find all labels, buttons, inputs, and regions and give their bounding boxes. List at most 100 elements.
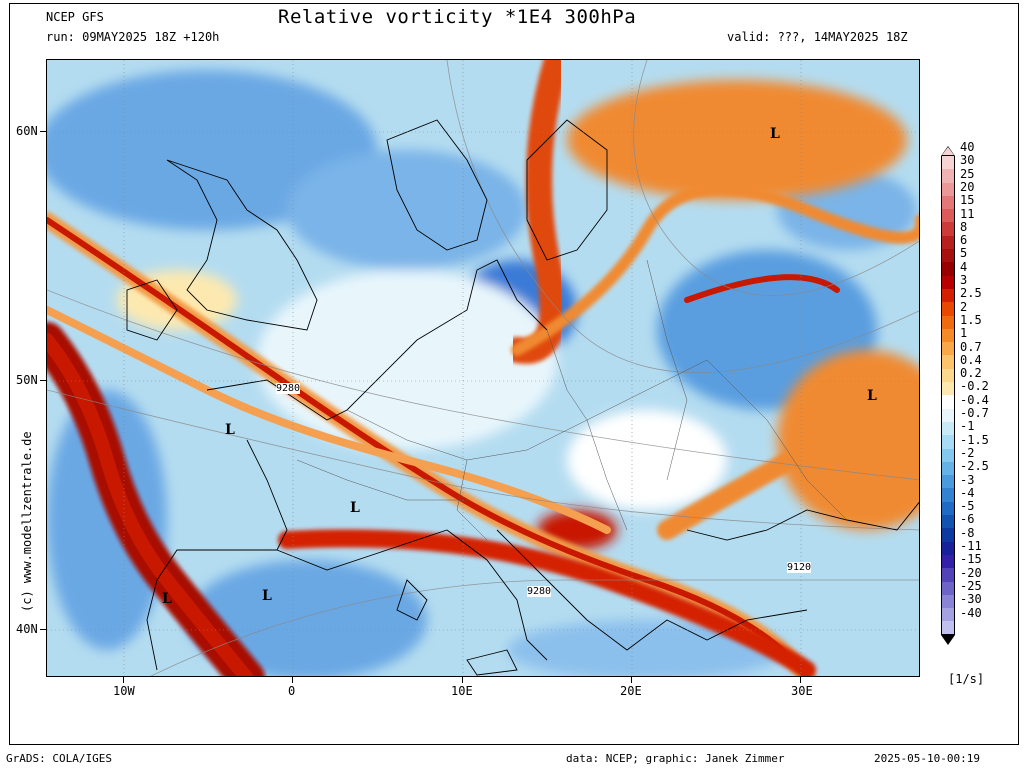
lon-label: 10E [451,684,473,698]
colorbar-bottom-arrow [941,634,955,645]
footer-center: data: NCEP; graphic: Janek Zimmer [566,752,785,765]
colorbar-cell [941,501,955,516]
colorbar [941,146,955,645]
colorbar-label: 0.2 [960,366,982,381]
lat-tick [40,380,46,381]
colorbar-cell [941,355,955,369]
colorbar-top-arrow [941,146,955,156]
contour-label: 9120 [787,562,812,573]
colorbar-cell [941,554,955,569]
vorticity-bands [47,60,919,676]
colorbar-cell [941,488,955,502]
colorbar-label: 30 [960,153,975,168]
colorbar-cell [941,515,955,529]
lon-tick [631,677,632,683]
colorbar-label: -0.7 [960,406,989,420]
colorbar-cell [941,235,955,250]
colorbar-cell [941,621,955,635]
low-pressure-marker: L [162,591,172,607]
colorbar-cell [941,594,955,609]
lat-tick [40,629,46,630]
chart-title: Relative vorticity *1E4 300hPa [278,6,637,28]
colorbar-label: -2.5 [960,459,989,474]
colorbar-label: -8 [960,525,975,540]
colorbar-label: -6 [960,512,975,527]
colorbar-label: 6 [960,233,968,248]
vorticity-map: 9280 9280 9120 L L L L L L [46,59,920,677]
lon-tick [292,677,293,683]
colorbar-label: -2 [960,445,975,460]
contour-label: 9280 [527,586,552,597]
colorbar-cell [941,395,955,409]
colorbar-cell [941,169,955,183]
colorbar-label: 40 [960,140,975,154]
footer-left: GrADS: COLA/IGES [6,752,112,765]
lon-label: 30E [791,684,813,698]
colorbar-label: -0.4 [960,392,989,407]
colorbar-label: 1 [960,326,968,341]
colorbar-label: -4 [960,485,975,500]
low-pressure-marker: L [225,422,235,438]
colorbar-label: 0.7 [960,339,982,354]
colorbar-label: -25 [960,578,982,593]
colorbar-cell [941,475,955,489]
colorbar-label: 25 [960,166,975,181]
valid-time: valid: ???, 14MAY2025 18Z [727,30,908,44]
map-field [47,60,919,676]
height-contours [47,60,919,676]
colorbar-label: -5 [960,499,975,514]
colorbar-label: -3 [960,472,975,487]
lat-label: 60N [16,124,38,138]
colorbar-label: 0.4 [960,352,982,367]
colorbar-label: 1.5 [960,312,982,327]
colorbar-label: -1 [960,419,975,434]
colorbar-label: -40 [960,605,982,620]
colorbar-label: -1.5 [960,432,989,447]
lat-label: 40N [16,622,38,636]
colorbar-label: -11 [960,539,982,553]
lon-tick [462,677,463,683]
colorbar-label: -0.2 [960,379,989,394]
colorbar-label: 20 [960,179,975,194]
lon-label: 10W [113,684,135,698]
colorbar-label: 2 [960,299,968,314]
colorbar-label: 15 [960,193,975,208]
colorbar-cell [941,448,955,462]
colorbar-cell [941,288,955,303]
colorbar-label: -15 [960,552,982,567]
colorbar-cell [941,382,955,396]
colorbar-cell [941,541,955,555]
lon-label: 0 [288,684,296,698]
lon-tick [800,677,801,683]
colorbar-label: 4 [960,259,968,274]
colorbar-cell [941,568,955,582]
lat-tick [40,131,46,132]
colorbar-cell [941,342,955,356]
contour-label: 9280 [276,383,301,394]
colorbar-label: -30 [960,592,982,607]
graticule [47,60,919,676]
colorbar-cell [941,608,955,622]
model-name: NCEP GFS [46,10,104,24]
coastlines [126,119,919,676]
colorbar-cell [941,421,955,436]
colorbar-cell [941,275,955,289]
colorbar-label: 8 [960,219,968,234]
run-info: run: 09MAY2025 18Z +120h [46,30,220,44]
colorbar-cell [941,435,955,449]
colorbar-cell [941,581,955,595]
colorbar-cell [941,461,955,476]
colorbar-label: -20 [960,565,982,580]
colorbar-cell [941,368,955,383]
colorbar-label: 11 [960,206,975,221]
colorbar-cell [941,315,955,329]
colorbar-cell [941,302,955,316]
colorbar-cell [941,408,955,422]
colorbar-label: 5 [960,246,968,261]
low-pressure-marker: L [262,588,272,604]
colorbar-cell [941,182,955,196]
lon-tick [123,677,124,683]
low-pressure-marker: L [770,126,780,142]
low-pressure-marker: L [867,388,877,404]
colorbar-label: 2.5 [960,286,982,301]
